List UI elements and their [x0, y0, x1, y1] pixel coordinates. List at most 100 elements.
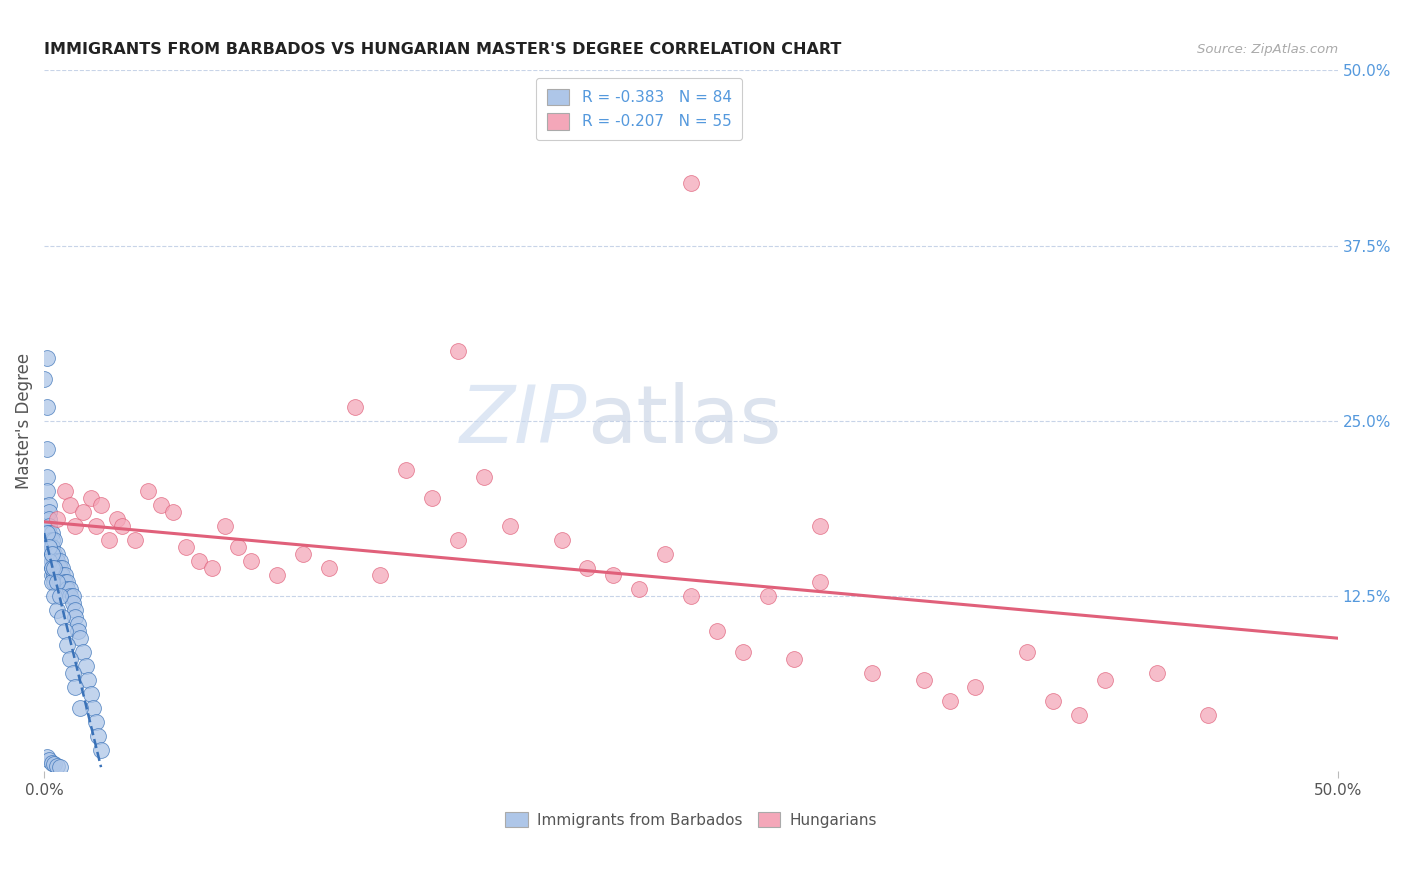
Point [654, 547, 676, 561]
Point [1146, 666, 1168, 681]
Point [938, 694, 960, 708]
Point [72, 505, 94, 519]
Point [38, 505, 60, 519]
Point [46, 547, 69, 561]
Point [53, 568, 76, 582]
Point [38, 533, 60, 547]
Y-axis label: Master's Degree: Master's Degree [15, 353, 32, 489]
Point [62, 596, 84, 610]
Point [41, 561, 63, 575]
Point [124, 533, 146, 547]
Point [62, 666, 84, 681]
Point [38, 540, 60, 554]
Point [965, 680, 987, 694]
Point [44, 568, 66, 582]
Point [602, 568, 624, 582]
Point [53, 582, 76, 596]
Point [214, 519, 236, 533]
Point [41, 547, 63, 561]
Point [56, 575, 79, 590]
Point [758, 589, 780, 603]
Point [53, 624, 76, 639]
Point [706, 624, 728, 639]
Point [41, 547, 63, 561]
Point [59, 498, 82, 512]
Point [550, 533, 572, 547]
Point [46, 561, 69, 575]
Point [48, 568, 70, 582]
Point [318, 561, 340, 575]
Point [499, 519, 522, 533]
Point [41, 526, 63, 541]
Point [266, 568, 288, 582]
Point [679, 176, 702, 190]
Point [1197, 708, 1219, 723]
Point [79, 687, 101, 701]
Point [35, 526, 58, 541]
Point [38, 519, 60, 533]
Point [84, 519, 107, 533]
Point [41, 575, 63, 590]
Point [149, 498, 172, 512]
Point [783, 652, 806, 666]
Point [1017, 645, 1039, 659]
Point [576, 561, 599, 575]
Text: Source: ZipAtlas.com: Source: ZipAtlas.com [1197, 44, 1337, 56]
Point [63, 519, 86, 533]
Point [46, 758, 69, 772]
Point [1067, 708, 1090, 723]
Point [370, 568, 392, 582]
Point [69, 631, 91, 645]
Point [201, 561, 224, 575]
Point [44, 589, 66, 603]
Point [111, 519, 134, 533]
Point [62, 589, 84, 603]
Point [46, 512, 69, 526]
Point [912, 673, 935, 688]
Point [226, 540, 249, 554]
Point [808, 575, 831, 590]
Point [447, 533, 470, 547]
Point [48, 561, 70, 575]
Point [395, 463, 418, 477]
Text: ZIP: ZIP [460, 382, 588, 460]
Point [44, 561, 66, 575]
Point [44, 561, 66, 575]
Point [56, 582, 79, 596]
Point [162, 505, 184, 519]
Point [46, 603, 69, 617]
Point [48, 760, 70, 774]
Point [291, 547, 314, 561]
Point [44, 547, 66, 561]
Point [46, 575, 69, 590]
Point [51, 575, 73, 590]
Point [38, 498, 60, 512]
Point [41, 756, 63, 770]
Point [51, 561, 73, 575]
Point [72, 645, 94, 659]
Point [44, 757, 66, 772]
Legend: Immigrants from Barbados, Hungarians: Immigrants from Barbados, Hungarians [499, 805, 883, 834]
Point [41, 533, 63, 547]
Point [90, 498, 112, 512]
Point [679, 589, 702, 603]
Text: IMMIGRANTS FROM BARBADOS VS HUNGARIAN MASTER'S DEGREE CORRELATION CHART: IMMIGRANTS FROM BARBADOS VS HUNGARIAN MA… [44, 42, 841, 57]
Point [472, 470, 495, 484]
Point [343, 400, 366, 414]
Point [41, 561, 63, 575]
Point [59, 589, 82, 603]
Point [79, 491, 101, 505]
Point [48, 554, 70, 568]
Point [48, 575, 70, 590]
Point [97, 533, 120, 547]
Point [59, 652, 82, 666]
Point [82, 701, 104, 715]
Point [628, 582, 651, 596]
Point [240, 554, 263, 568]
Text: atlas: atlas [588, 382, 782, 460]
Point [38, 512, 60, 526]
Point [41, 547, 63, 561]
Point [188, 554, 211, 568]
Point [808, 519, 831, 533]
Point [44, 533, 66, 547]
